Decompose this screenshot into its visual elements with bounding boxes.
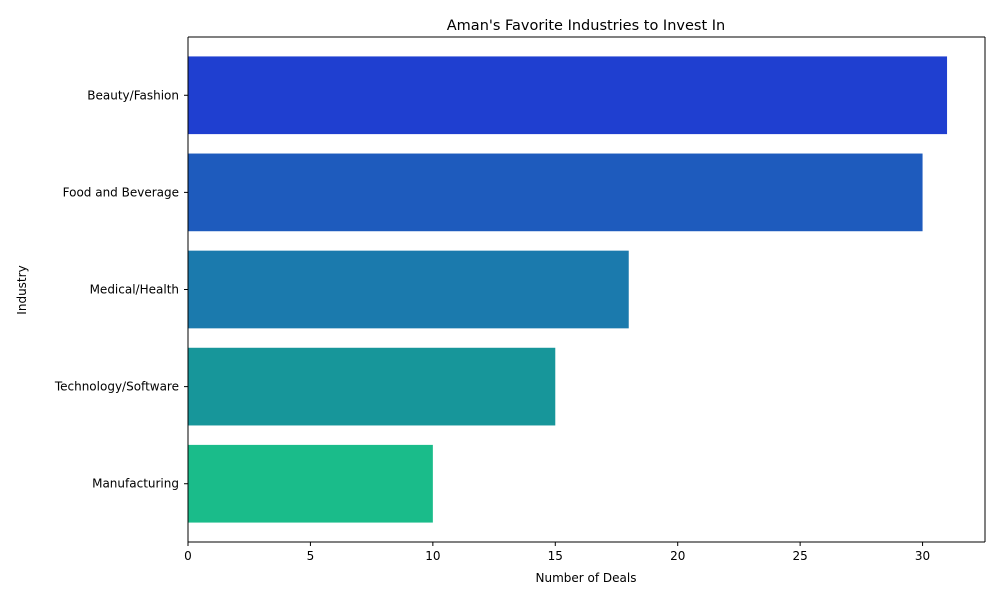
y-tick-label: Technology/Software — [54, 380, 179, 394]
y-axis-ticks: Beauty/Fashion Food and Beverage Medical/H… — [54, 88, 188, 491]
chart-title: Aman's Favorite Industries to Invest In — [447, 18, 725, 34]
x-tick-label: 0 — [184, 549, 192, 563]
y-tick-label: Beauty/Fashion — [87, 88, 179, 102]
bar-technology-software — [188, 347, 556, 426]
x-tick-label: 25 — [792, 549, 807, 563]
y-tick-label: Medical/Health — [90, 283, 179, 297]
x-tick-label: 30 — [915, 549, 930, 563]
bars-group — [188, 56, 948, 523]
x-tick-label: 10 — [425, 549, 440, 563]
x-tick-label: 5 — [307, 549, 315, 563]
y-axis-label: Industry — [15, 265, 29, 314]
bar-beauty-fashion — [188, 56, 948, 135]
y-tick-label: Food and Beverage — [63, 185, 179, 199]
x-axis-label: Number of Deals — [536, 571, 637, 585]
bar-medical-health — [188, 250, 629, 329]
x-tick-label: 15 — [548, 549, 563, 563]
y-tick-label: Manufacturing — [92, 477, 179, 491]
x-axis-ticks: 0 5 10 15 20 25 30 — [184, 542, 930, 563]
x-tick-label: 20 — [670, 549, 685, 563]
bar-food-and-beverage — [188, 153, 923, 232]
bar-manufacturing — [188, 444, 433, 523]
